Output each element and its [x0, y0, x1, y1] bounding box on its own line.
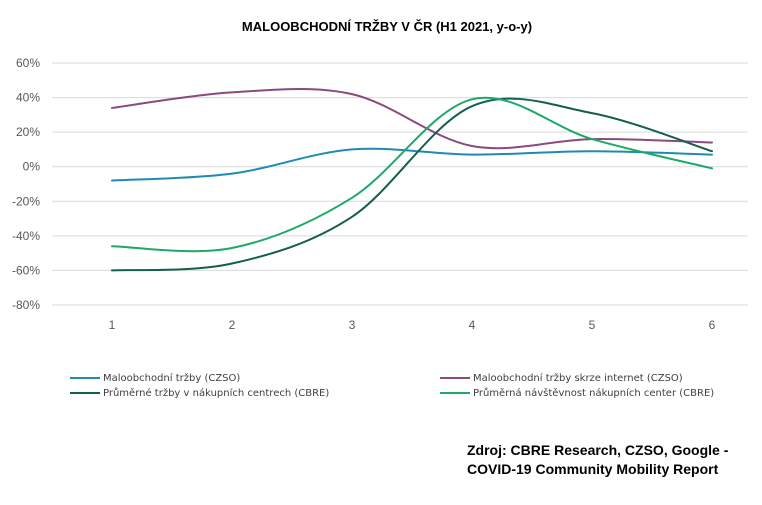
y-tick-label: -60%	[12, 263, 40, 277]
x-tick-label: 1	[109, 318, 116, 332]
x-tick-label: 5	[589, 318, 596, 332]
y-tick-label: 40%	[16, 91, 40, 105]
series-line-maloobchodni-trzby	[111, 147, 713, 182]
grid	[52, 62, 748, 306]
y-tick-label: 20%	[16, 125, 40, 139]
legend-label: Průměrná návštěvnost nákupních center (C…	[473, 387, 714, 399]
legend-label: Maloobchodní tržby skrze internet (CZSO)	[473, 372, 683, 384]
x-tick-label: 3	[349, 318, 356, 332]
x-axis-ticks: 1 2 3 4 5 6	[109, 318, 716, 332]
source-line-1: Zdroj: CBRE Research, CZSO, Google -	[467, 442, 729, 458]
chart-title: MALOOBCHODNÍ TRŽBY V ČR (H1 2021, y-o-y)	[242, 19, 532, 34]
legend-label: Maloobchodní tržby (CZSO)	[103, 372, 240, 384]
y-tick-label: -20%	[12, 194, 40, 208]
y-tick-label: -40%	[12, 229, 40, 243]
legend-label: Průměrné tržby v nákupních centrech (CBR…	[103, 387, 329, 399]
source-note: Zdroj: CBRE Research, CZSO, Google - COV…	[467, 441, 728, 479]
series-line-navstevnost	[111, 96, 713, 253]
source-line-2: COVID-19 Community Mobility Report	[467, 461, 719, 477]
x-tick-label: 4	[469, 318, 476, 332]
y-tick-label: -80%	[12, 298, 40, 312]
y-tick-label: 60%	[16, 56, 40, 70]
series-line-internet	[111, 87, 713, 150]
series-line-trzby-nakupni-centra	[111, 97, 713, 272]
series-lines	[111, 87, 713, 272]
y-axis-ticks: 60% 40% 20% 0% -20% -40% -60% -80%	[12, 56, 40, 312]
y-tick-label: 0%	[23, 160, 41, 174]
x-tick-label: 6	[709, 318, 716, 332]
x-tick-label: 2	[229, 318, 236, 332]
legend: Maloobchodní tržby (CZSO) Maloobchodní tr…	[70, 372, 714, 399]
